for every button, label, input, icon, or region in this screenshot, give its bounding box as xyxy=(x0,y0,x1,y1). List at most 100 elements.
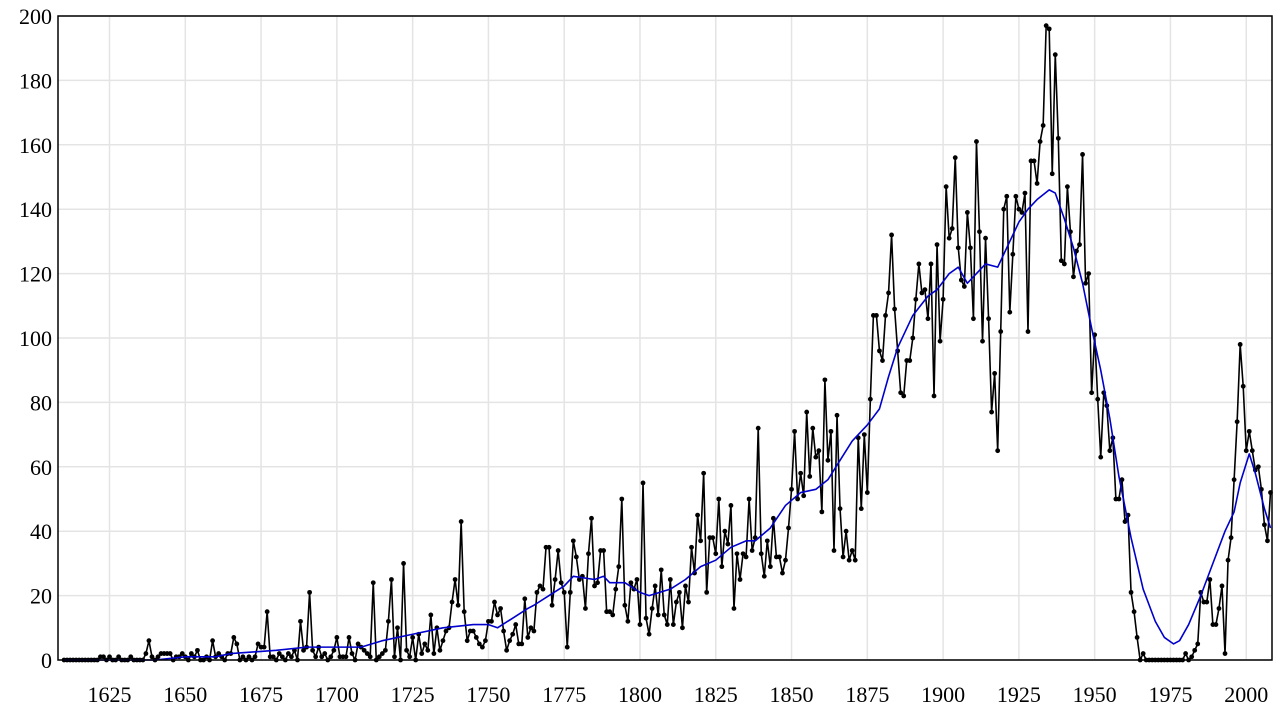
data-point xyxy=(1031,158,1037,164)
data-point xyxy=(364,651,370,656)
data-point xyxy=(743,554,749,560)
data-point xyxy=(1119,477,1125,483)
data-point xyxy=(1234,419,1240,425)
data-point xyxy=(507,638,513,644)
data-point xyxy=(1071,274,1076,280)
data-point xyxy=(382,647,388,653)
data-point xyxy=(461,609,467,615)
data-point xyxy=(167,651,173,656)
data-point xyxy=(1037,139,1043,144)
data-point xyxy=(464,638,470,644)
data-point xyxy=(1128,589,1134,595)
x-tick-label: 1825 xyxy=(694,682,738,707)
data-point xyxy=(1116,496,1122,502)
data-point xyxy=(886,290,891,296)
data-point xyxy=(995,448,1001,454)
data-point xyxy=(328,654,334,660)
y-tick-label: 40 xyxy=(30,519,52,544)
data-point xyxy=(179,651,185,656)
data-point xyxy=(607,609,613,615)
data-point xyxy=(840,554,846,560)
data-point xyxy=(1192,647,1198,653)
data-point xyxy=(843,528,849,534)
data-point xyxy=(980,338,985,344)
data-point xyxy=(1228,535,1234,541)
data-point xyxy=(986,316,991,322)
x-tick-label: 1750 xyxy=(466,682,510,707)
data-point xyxy=(919,290,925,296)
data-point xyxy=(473,635,479,640)
data-point xyxy=(925,316,931,322)
data-point xyxy=(1064,184,1070,190)
data-point xyxy=(725,541,731,547)
data-point xyxy=(640,480,646,486)
data-point xyxy=(458,519,464,524)
data-point xyxy=(940,296,946,302)
data-point xyxy=(680,625,685,631)
data-point xyxy=(504,647,510,653)
data-point xyxy=(777,554,782,560)
x-tick-label: 1675 xyxy=(239,682,283,707)
y-tick-label: 80 xyxy=(30,390,52,415)
data-point xyxy=(867,396,873,402)
data-point xyxy=(331,647,337,653)
data-point xyxy=(667,577,673,582)
data-point xyxy=(589,515,594,521)
data-point xyxy=(1019,210,1025,215)
data-point xyxy=(1080,152,1085,157)
data-point xyxy=(255,641,261,647)
data-point xyxy=(916,261,922,267)
data-point xyxy=(528,625,534,631)
data-point xyxy=(1095,396,1101,402)
data-point xyxy=(864,490,870,495)
data-point xyxy=(492,599,497,605)
data-point xyxy=(440,638,446,644)
data-point xyxy=(252,654,258,660)
data-point xyxy=(807,474,813,479)
data-point xyxy=(540,586,546,592)
data-point xyxy=(301,647,306,653)
data-point xyxy=(952,155,958,161)
data-point xyxy=(634,577,640,582)
data-point xyxy=(846,557,852,563)
data-point xyxy=(783,557,788,563)
data-point xyxy=(534,589,540,595)
data-point xyxy=(974,139,979,144)
y-tick-label: 180 xyxy=(19,68,52,93)
data-point xyxy=(616,564,622,570)
data-point xyxy=(404,647,409,653)
data-point xyxy=(910,335,916,341)
data-point xyxy=(837,506,843,512)
data-point xyxy=(931,393,937,399)
data-point xyxy=(625,618,631,624)
x-tick-label: 1950 xyxy=(1073,682,1117,707)
data-point xyxy=(858,506,864,512)
data-point xyxy=(1249,448,1255,454)
data-point xyxy=(561,589,567,595)
data-point xyxy=(792,428,797,434)
data-point xyxy=(786,525,791,531)
data-point xyxy=(673,599,679,605)
data-point xyxy=(1231,477,1237,483)
data-point xyxy=(686,599,691,605)
data-point xyxy=(549,602,555,608)
data-point xyxy=(455,602,461,608)
data-point xyxy=(370,580,376,586)
data-point xyxy=(770,515,776,521)
data-point xyxy=(958,277,964,283)
data-point xyxy=(798,470,804,476)
data-point xyxy=(961,284,967,289)
data-point xyxy=(307,589,312,595)
data-point xyxy=(425,647,431,653)
data-point xyxy=(522,596,528,602)
data-point xyxy=(1001,206,1007,212)
data-point xyxy=(731,606,737,611)
data-point xyxy=(531,628,537,634)
data-point xyxy=(431,651,437,656)
data-point xyxy=(1255,464,1261,470)
x-tick-label: 1650 xyxy=(163,682,207,707)
data-point xyxy=(379,651,385,656)
data-point xyxy=(1055,135,1061,141)
data-point xyxy=(276,651,282,656)
data-point xyxy=(116,654,122,660)
